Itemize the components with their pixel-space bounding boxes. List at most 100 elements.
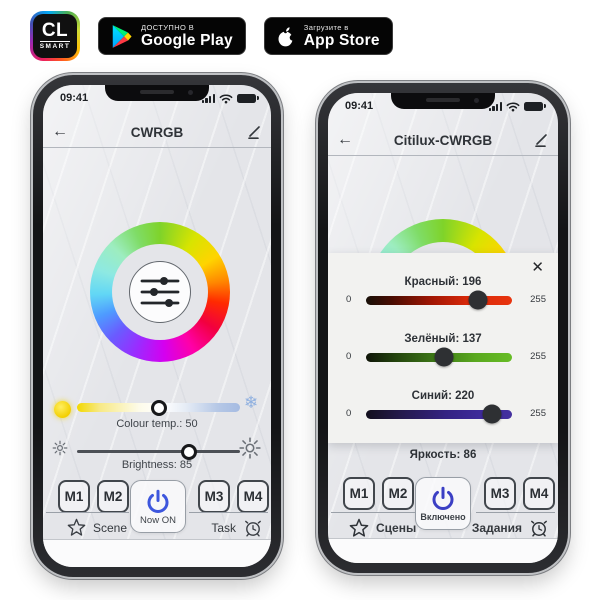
green-slider-label: Зелёный: 137 xyxy=(404,333,482,345)
memory-button-m4[interactable]: M4 xyxy=(237,480,269,513)
star-icon xyxy=(67,518,86,537)
colour-temp-knob[interactable] xyxy=(150,399,167,416)
blue-slider-knob[interactable] xyxy=(482,404,502,424)
red-slider-row: 0 255 xyxy=(328,290,558,310)
blue-max-label: 255 xyxy=(530,408,546,419)
app-store-badge[interactable]: Загрузите в App Store xyxy=(263,17,393,55)
wifi-icon xyxy=(219,93,233,104)
left-phone: 09:41 ← CWRGB xyxy=(33,75,281,577)
green-slider-row: 0 255 xyxy=(328,347,558,367)
colour-temp-slider[interactable] xyxy=(77,399,240,416)
power-icon xyxy=(145,488,171,514)
right-phone-screen: 09:41 ← Citilux-CWRGB xyxy=(328,93,558,563)
cl-logo-text: CL xyxy=(41,20,69,41)
google-play-big-text: Google Play xyxy=(141,32,233,49)
brightness-slider[interactable] xyxy=(77,443,240,460)
brightness-knob[interactable] xyxy=(181,443,198,460)
red-slider-label: Красный: 196 xyxy=(404,276,482,288)
alarm-clock-icon xyxy=(529,518,549,538)
google-play-badge[interactable]: ДОСТУПНО В Google Play xyxy=(98,17,246,55)
left-page-title: CWRGB xyxy=(130,124,184,140)
divider xyxy=(328,538,558,539)
red-slider-knob[interactable] xyxy=(468,290,488,310)
memory-button-m4[interactable]: M4 xyxy=(523,477,555,510)
snowflake-icon: ❄ xyxy=(244,393,259,412)
red-max-label: 255 xyxy=(530,294,546,305)
tasks-button[interactable]: Задания xyxy=(472,516,549,539)
brightness-value-label: Яркость: 86 xyxy=(409,449,477,461)
colour-wheel-center-button[interactable] xyxy=(129,261,191,323)
sliders-icon xyxy=(138,274,182,310)
divider xyxy=(189,512,268,513)
memory-button-m1[interactable]: M1 xyxy=(58,480,90,513)
left-notch xyxy=(105,85,209,101)
app-store-small-text: Загрузите в xyxy=(303,23,349,32)
right-time: 09:41 xyxy=(345,100,374,112)
store-badges: CL SMART ДОСТУПНО В Google Play xyxy=(30,10,393,62)
google-play-small-text: ДОСТУПНО В xyxy=(141,23,195,32)
memory-button-m3[interactable]: M3 xyxy=(198,480,230,513)
tasks-label: Задания xyxy=(471,520,522,535)
scenes-button[interactable]: Сцены xyxy=(349,516,416,539)
power-button[interactable]: Now ON xyxy=(130,480,186,533)
google-play-icon xyxy=(111,24,132,48)
green-slider-knob[interactable] xyxy=(434,347,454,367)
edit-pencil-icon[interactable] xyxy=(524,132,558,148)
divider xyxy=(46,512,129,513)
battery-icon xyxy=(524,101,546,111)
task-button[interactable]: Task xyxy=(211,516,263,539)
right-notch xyxy=(391,93,495,109)
scenes-label: Сцены xyxy=(376,520,417,535)
red-slider[interactable] xyxy=(366,290,512,310)
scene-button[interactable]: Scene xyxy=(67,516,127,539)
warm-light-icon xyxy=(54,401,71,418)
divider xyxy=(43,539,271,540)
blue-slider-row: 0 255 xyxy=(328,404,558,424)
green-min-label: 0 xyxy=(346,351,352,362)
right-page-title: Citilux-CWRGB xyxy=(393,132,493,148)
power-icon xyxy=(430,485,456,511)
back-arrow-icon[interactable]: ← xyxy=(52,123,68,140)
blue-min-label: 0 xyxy=(346,408,352,419)
left-phone-screen: 09:41 ← CWRGB xyxy=(43,85,271,567)
right-status-bar: 09:41 xyxy=(345,100,546,112)
power-state-label: Включено xyxy=(420,512,466,522)
star-icon xyxy=(349,518,369,538)
colour-wheel[interactable] xyxy=(90,222,230,362)
memory-button-m2[interactable]: M2 xyxy=(97,480,129,513)
memory-button-m1[interactable]: M1 xyxy=(343,477,375,510)
cl-logo-subtext: SMART xyxy=(39,41,71,50)
power-state-label: Now ON xyxy=(140,514,176,526)
scene-label: Scene xyxy=(93,520,128,535)
back-arrow-icon[interactable]: ← xyxy=(337,131,353,148)
brightness-low-icon xyxy=(52,440,68,456)
screen-bottom-area xyxy=(328,539,558,563)
colour-temp-label: Colour temp.: 50 xyxy=(116,418,198,430)
memory-button-m3[interactable]: M3 xyxy=(484,477,516,510)
memory-button-m2[interactable]: M2 xyxy=(382,477,414,510)
divider xyxy=(476,512,555,513)
rgb-sheet: ✕ Красный: 196 0 255 Зелёный: 137 0 255 … xyxy=(328,253,558,443)
wifi-icon xyxy=(506,101,520,112)
left-time: 09:41 xyxy=(60,92,89,104)
divider xyxy=(331,512,415,513)
battery-icon xyxy=(237,93,259,103)
alarm-clock-icon xyxy=(243,518,263,538)
right-app-header: ← Citilux-CWRGB xyxy=(328,125,558,156)
signal-icon xyxy=(488,101,502,111)
task-label: Task xyxy=(211,520,236,535)
green-slider[interactable] xyxy=(366,347,512,367)
app-store-big-text: App Store xyxy=(303,32,380,49)
close-icon[interactable]: ✕ xyxy=(531,259,544,276)
edit-pencil-icon[interactable] xyxy=(237,124,271,140)
blue-slider[interactable] xyxy=(366,404,512,424)
cl-smart-logo: CL SMART xyxy=(30,11,80,61)
left-status-bar: 09:41 xyxy=(60,92,259,104)
right-phone: 09:41 ← Citilux-CWRGB xyxy=(318,83,568,573)
left-app-header: ← CWRGB xyxy=(43,117,271,148)
screen-bottom-area xyxy=(43,540,271,567)
blue-slider-label: Синий: 220 xyxy=(411,390,475,402)
brightness-high-icon xyxy=(239,437,261,459)
power-button[interactable]: Включено xyxy=(415,477,471,530)
red-min-label: 0 xyxy=(346,294,352,305)
